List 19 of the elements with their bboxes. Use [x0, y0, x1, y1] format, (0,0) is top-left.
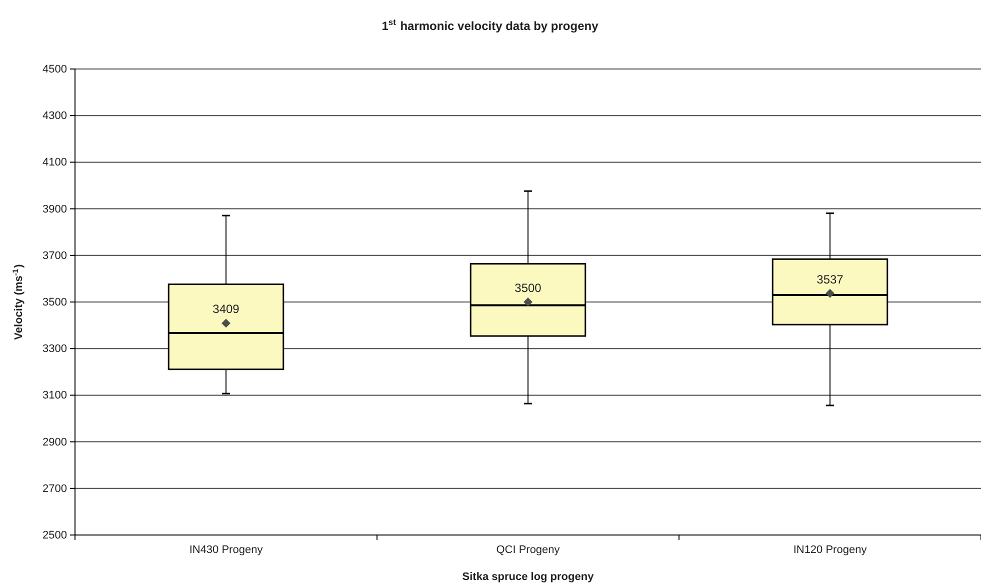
y-tick-label: 3700	[42, 250, 67, 262]
y-tick-label: 4300	[42, 110, 67, 122]
x-axis-title: Sitka spruce log progeny	[462, 571, 595, 583]
y-tick-label: 3900	[42, 203, 67, 216]
annotation: 3500	[514, 281, 542, 295]
y-tick-label: 3300	[42, 343, 67, 356]
x-tick-label: QCI Progeny	[496, 544, 560, 556]
x-tick-label: IN120 Progeny	[793, 544, 868, 556]
y-tick-label: 3100	[42, 390, 67, 402]
y-tick-label: 2500	[42, 530, 67, 542]
y-tick-label: 4500	[42, 64, 67, 76]
annotation: 3537	[816, 272, 844, 286]
chart-title: 1$^{st}$ harmonic velocity data by progeny	[382, 17, 599, 33]
x-tick-label: IN430 Progeny	[189, 544, 264, 556]
y-tick-label: 4100	[42, 156, 67, 169]
annotation: 3409	[212, 302, 240, 316]
y-tick-label: 3500	[42, 296, 67, 309]
y-tick-label: 2700	[42, 482, 67, 495]
y-tick-label: 2900	[42, 436, 67, 448]
